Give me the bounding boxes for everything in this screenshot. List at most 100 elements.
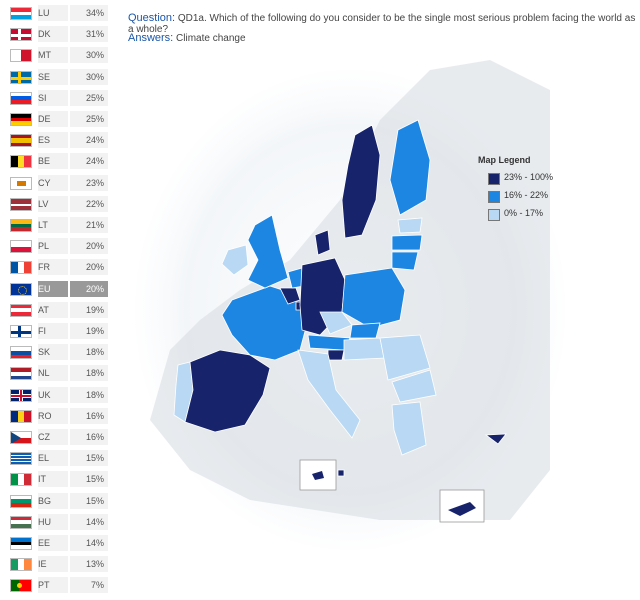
country-row-se[interactable]: SE 30%: [8, 67, 110, 87]
country-es[interactable]: [184, 349, 271, 433]
country-row-ie[interactable]: IE 13%: [8, 554, 110, 574]
country-percentage: 30%: [70, 47, 108, 64]
flag-it-icon: [10, 473, 32, 487]
country-row-lt[interactable]: LT 21%: [8, 215, 110, 235]
legend-swatch-low: [488, 209, 500, 221]
flag-cz-icon: [10, 431, 32, 444]
country-cy[interactable]: [484, 433, 507, 445]
country-percentage: 18%: [70, 344, 108, 361]
country-percentage: 16%: [70, 429, 108, 445]
answers-text: Climate change: [176, 33, 246, 44]
legend-title: Map Legend: [478, 155, 531, 165]
country-row-ro[interactable]: RO 16%: [8, 406, 110, 426]
country-row-de[interactable]: DE 25%: [8, 109, 110, 129]
country-lt[interactable]: [391, 251, 419, 271]
country-percentage: 16%: [70, 407, 108, 424]
country-row-sk[interactable]: SK 18%: [8, 342, 110, 362]
country-ro[interactable]: [379, 334, 431, 381]
country-mt[interactable]: [337, 469, 345, 477]
country-code: IT: [38, 471, 68, 488]
country-si[interactable]: [327, 349, 345, 361]
country-percentage: 15%: [70, 471, 108, 488]
flag-eu-icon: [10, 282, 32, 296]
country-dk[interactable]: [314, 229, 331, 256]
country-percentage: 14%: [70, 535, 108, 551]
country-hu[interactable]: [343, 337, 385, 361]
flag-se-icon: [10, 70, 32, 84]
country-row-es[interactable]: ES 24%: [8, 130, 110, 150]
flag-sk-icon: [10, 346, 32, 360]
flag-ro-icon: [10, 409, 32, 423]
country-it[interactable]: [297, 349, 361, 439]
country-row-fi[interactable]: FI 19%: [8, 321, 110, 341]
country-row-uk[interactable]: UK 18%: [8, 385, 110, 405]
country-row-eu[interactable]: EU 20%: [8, 279, 110, 299]
legend-swatch-high: [488, 173, 500, 185]
country-percentage: 7%: [70, 577, 108, 594]
country-percentage: 18%: [70, 365, 108, 382]
question-label: Question:: [128, 12, 176, 24]
country-percentage: 15%: [70, 450, 108, 467]
malta-inset-shape: [312, 471, 324, 480]
flag-ie-icon: [10, 558, 32, 572]
country-code: UK: [38, 386, 68, 403]
europe-map[interactable]: [130, 50, 570, 570]
country-row-pt[interactable]: PT 7%: [8, 575, 110, 595]
country-code: AT: [38, 301, 68, 318]
flag-es-icon: [10, 134, 32, 148]
country-row-si[interactable]: SI 25%: [8, 88, 110, 108]
country-percentage: 20%: [70, 280, 108, 297]
country-ie[interactable]: [221, 244, 249, 276]
country-ee[interactable]: [397, 217, 423, 234]
country-percentage: 20%: [70, 259, 108, 276]
country-row-ee[interactable]: EE 14%: [8, 533, 110, 553]
country-uk[interactable]: [247, 214, 289, 289]
country-row-be[interactable]: BE 24%: [8, 151, 110, 171]
flag-pl-icon: [10, 240, 32, 254]
country-percentage: 20%: [70, 238, 108, 255]
country-percentage: 19%: [70, 323, 108, 339]
country-code: BE: [38, 153, 68, 170]
flag-hu-icon: [10, 515, 32, 529]
country-row-bg[interactable]: BG 15%: [8, 491, 110, 511]
flag-de-icon: [10, 113, 32, 126]
country-row-pl[interactable]: PL 20%: [8, 236, 110, 256]
legend-item-medium: 16% - 22%: [478, 189, 568, 207]
country-lv[interactable]: [391, 234, 423, 251]
country-se[interactable]: [341, 124, 381, 239]
country-list: LU 34% DK 31% MT 30% SE 30% SI 25% DE 25% ES 24% BE 24%…: [0, 0, 118, 600]
country-row-mt[interactable]: MT 30%: [8, 45, 110, 65]
country-row-cz[interactable]: CZ 16%: [8, 427, 110, 447]
country-code: RO: [38, 407, 68, 424]
country-code: FR: [38, 259, 68, 276]
country-row-fr[interactable]: FR 20%: [8, 257, 110, 277]
country-row-lv[interactable]: LV 22%: [8, 194, 110, 214]
country-code: FI: [38, 323, 68, 339]
country-row-lu[interactable]: LU 34%: [8, 3, 110, 23]
map-legend: Map Legend 23% - 100% 16% - 22% 0% - 17%: [478, 155, 568, 225]
country-sk[interactable]: [349, 322, 381, 339]
country-el[interactable]: [391, 401, 427, 456]
flag-cy-icon: [10, 176, 32, 190]
country-percentage: 13%: [70, 556, 108, 573]
country-code: SI: [38, 89, 68, 106]
country-fi[interactable]: [389, 119, 431, 216]
country-row-el[interactable]: EL 15%: [8, 448, 110, 468]
flag-lt-icon: [10, 219, 32, 232]
country-row-hu[interactable]: HU 14%: [8, 512, 110, 532]
country-percentage: 15%: [70, 492, 108, 509]
country-bg[interactable]: [391, 369, 437, 403]
country-percentage: 23%: [70, 174, 108, 191]
country-code: SK: [38, 344, 68, 361]
country-row-dk[interactable]: DK 31%: [8, 24, 110, 44]
country-row-cy[interactable]: CY 23%: [8, 173, 110, 193]
flag-pt-icon: [10, 579, 32, 593]
country-row-it[interactable]: IT 15%: [8, 469, 110, 489]
answers-line: Answers: Climate change: [128, 32, 246, 44]
country-percentage: 21%: [70, 217, 108, 233]
country-row-nl[interactable]: NL 18%: [8, 363, 110, 383]
flag-ee-icon: [10, 537, 32, 550]
country-row-at[interactable]: AT 19%: [8, 300, 110, 320]
country-code: PL: [38, 238, 68, 255]
country-percentage: 30%: [70, 68, 108, 85]
